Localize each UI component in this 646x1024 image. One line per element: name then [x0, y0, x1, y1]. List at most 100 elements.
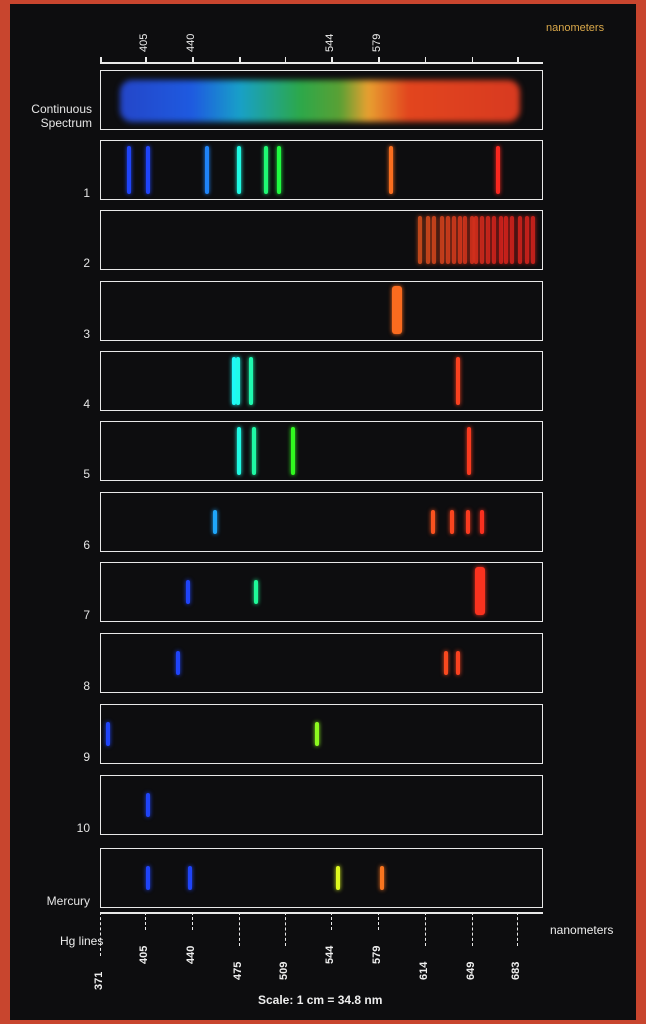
scale-note: Scale: 1 cm = 34.8 nm [258, 993, 383, 1007]
emission-line [263, 146, 268, 194]
emission-line [251, 427, 256, 475]
unit-label: nanometers [546, 22, 605, 34]
emission-line [496, 146, 501, 194]
top-label: 579 [371, 33, 384, 52]
bottom-label: 683 [510, 961, 523, 980]
spectrum-panel [100, 210, 543, 270]
spectrum-panel [100, 281, 543, 341]
emission-line [380, 866, 385, 890]
chart: nanometers 405 440 544 579 Continuous Spectru… [10, 4, 636, 1020]
panel-label: 3 [83, 327, 90, 341]
emission-line [465, 510, 470, 534]
panel-label: 5 [83, 467, 90, 481]
top-label: 405 [138, 33, 151, 52]
emission-line [146, 793, 151, 817]
emission-line [212, 510, 217, 534]
hg-label: Hg lines [60, 934, 104, 948]
spectrum-panel [100, 775, 543, 835]
bottom-label: 509 [277, 961, 290, 980]
panel-label: 6 [83, 538, 90, 552]
spectrum-panel [100, 351, 543, 411]
emission-line [452, 216, 457, 264]
bottom-tick [145, 912, 148, 930]
panel-label: 7 [83, 608, 90, 622]
bottom-label: 405 [138, 945, 151, 964]
top-tick [378, 57, 380, 63]
emission-line [231, 357, 236, 405]
top-tick [100, 57, 102, 63]
emission-line [456, 651, 461, 675]
emission-line [249, 357, 254, 405]
emission-line [290, 427, 295, 475]
panel-label: 4 [83, 397, 90, 411]
spectrum-panel [100, 140, 543, 200]
spectrum-panel [100, 70, 543, 130]
panel-label: 2 [83, 256, 90, 270]
bottom-tick [424, 912, 428, 946]
emission-line [473, 216, 478, 264]
emission-line [445, 216, 450, 264]
emission-line [430, 510, 435, 534]
bottom-label: 371 [93, 971, 105, 990]
emission-line [146, 866, 151, 890]
emission-line [469, 216, 474, 264]
emission-line [204, 146, 209, 194]
top-tick [331, 57, 333, 63]
bottom-unit: nanometers [550, 923, 614, 937]
emission-line [391, 286, 402, 334]
top-label: 440 [185, 33, 198, 52]
bottom-label: 475 [232, 961, 245, 980]
emission-line [235, 357, 240, 405]
top-tick [239, 57, 241, 63]
emission-line [474, 567, 485, 615]
emission-line [175, 651, 180, 675]
emission-line [187, 866, 192, 890]
spectrum-panel [100, 848, 543, 908]
bottom-tick [517, 912, 520, 946]
top-tick [517, 57, 519, 63]
top-label: 544 [324, 33, 337, 52]
panel-label: Continuous Spectrum [31, 102, 92, 130]
spectrum-panel [100, 562, 543, 622]
panel-label: 1 [83, 186, 90, 200]
spectrum-panel [100, 492, 543, 552]
bottom-tick [239, 912, 242, 946]
emission-line [106, 722, 111, 746]
emission-line [499, 216, 504, 264]
top-tick [284, 57, 286, 63]
emission-line [389, 146, 394, 194]
emission-line [456, 357, 461, 405]
bottom-tick [331, 912, 334, 930]
emission-line [425, 216, 430, 264]
emission-line [277, 146, 282, 194]
bottom-tick [284, 912, 288, 946]
spectrum-panel [100, 704, 543, 764]
panel-label: 8 [83, 679, 90, 693]
emission-line [504, 216, 509, 264]
bottom-tick [378, 912, 381, 930]
continuous-spectrum [120, 80, 520, 122]
panel-label: 10 [76, 821, 90, 835]
panel-label: 9 [83, 750, 90, 764]
emission-line [417, 216, 422, 264]
emission-line [127, 146, 132, 194]
emission-line [485, 216, 490, 264]
bottom-label: 649 [464, 961, 477, 980]
bottom-axis [100, 912, 543, 914]
emission-line [480, 510, 485, 534]
emission-line [432, 216, 437, 264]
emission-line [186, 580, 191, 604]
emission-line [509, 216, 514, 264]
top-tick [145, 57, 147, 63]
panel-label: Mercury [46, 894, 90, 908]
spectrum-panel [100, 633, 543, 693]
bottom-tick [100, 912, 103, 956]
emission-line [335, 866, 340, 890]
emission-line [517, 216, 522, 264]
emission-line [254, 580, 259, 604]
top-tick [424, 57, 427, 63]
spectrum-panel [100, 421, 543, 481]
emission-line [463, 216, 467, 264]
emission-line [237, 427, 242, 475]
